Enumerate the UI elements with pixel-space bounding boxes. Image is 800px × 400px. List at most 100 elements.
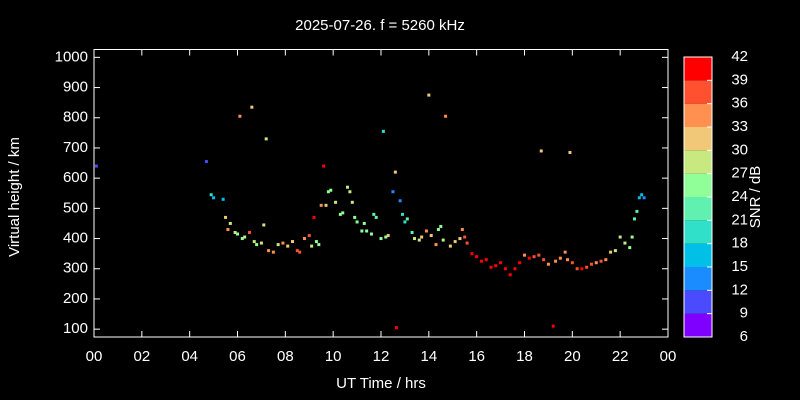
point [224, 215, 228, 219]
point [527, 256, 531, 260]
x-tick-label: 12 [373, 348, 390, 365]
colorbar-tick-label: 12 [731, 281, 748, 298]
point [204, 160, 208, 164]
point [523, 253, 526, 257]
point [372, 212, 376, 216]
point [532, 255, 536, 259]
point [267, 249, 271, 253]
point [589, 262, 593, 266]
x-tick-label: 18 [516, 348, 533, 365]
point [558, 256, 562, 260]
y-tick-label: 900 [63, 79, 88, 96]
point [226, 227, 230, 231]
point [324, 203, 328, 207]
point [94, 164, 98, 168]
point [566, 258, 570, 262]
point [348, 190, 352, 194]
point [221, 197, 225, 201]
colorbar-band [684, 313, 712, 337]
point [427, 93, 431, 97]
colorbar-band [684, 173, 712, 197]
point [255, 243, 259, 247]
point [247, 231, 251, 235]
colorbar-band [684, 220, 712, 244]
point [484, 258, 488, 262]
y-axis-label: Virtual height / km [6, 137, 23, 257]
y-tick-label: 200 [63, 290, 88, 307]
point [628, 246, 632, 250]
point [434, 243, 438, 247]
point [228, 221, 232, 225]
point [374, 215, 378, 219]
point [635, 209, 639, 213]
x-tick-label: 08 [277, 348, 294, 365]
colorbar-tick-label: 42 [731, 48, 748, 65]
chart-title: 2025-07-26. f = 5260 kHz [295, 17, 465, 34]
point [233, 231, 237, 235]
point [429, 234, 433, 238]
colorbar-band [684, 243, 712, 267]
point [291, 240, 295, 244]
point [259, 241, 263, 245]
colorbar-band [684, 290, 712, 314]
point [537, 253, 541, 257]
colorbar-tick-label: 24 [731, 188, 748, 205]
point [417, 238, 421, 242]
point [386, 234, 390, 238]
y-tick-label: 400 [63, 230, 88, 247]
point [264, 137, 268, 141]
point [642, 196, 646, 200]
point [276, 243, 280, 247]
point [575, 267, 579, 271]
point [360, 229, 364, 233]
point [240, 237, 244, 241]
point [350, 200, 354, 204]
point [353, 215, 357, 219]
point [314, 240, 318, 244]
point [460, 227, 464, 231]
y-tick-label: 1000 [55, 48, 88, 65]
point [539, 149, 543, 153]
x-tick-label: 16 [468, 348, 485, 365]
colorbar-tick-label: 15 [731, 258, 748, 275]
colorbar-tick-label: 27 [731, 165, 748, 182]
point [470, 252, 474, 256]
point [420, 235, 424, 239]
point [424, 229, 428, 233]
point [381, 129, 385, 133]
x-tick-label: 20 [564, 348, 581, 365]
colorbar-tick-label: 39 [731, 71, 748, 88]
point [369, 232, 373, 236]
x-axis-label: UT Time / hrs [336, 375, 426, 392]
point [637, 196, 641, 200]
point [236, 232, 239, 236]
y-tick-label: 100 [63, 320, 88, 337]
point [508, 273, 512, 277]
point [355, 220, 359, 224]
point [640, 193, 644, 197]
colorbar-tick-label: 21 [731, 211, 748, 228]
point [362, 221, 366, 225]
point [568, 150, 572, 154]
point [334, 200, 338, 204]
y-tick-label: 500 [63, 199, 88, 216]
point [329, 188, 333, 192]
x-tick-label: 14 [420, 348, 437, 365]
point [630, 235, 634, 239]
point [281, 241, 285, 245]
point [391, 190, 395, 194]
point [319, 203, 323, 207]
point [542, 258, 546, 262]
point [465, 241, 469, 245]
point [489, 265, 493, 269]
point [209, 193, 213, 197]
colorbar-tick-label: 36 [731, 95, 748, 112]
point [286, 244, 290, 248]
point [393, 170, 397, 174]
point [243, 235, 247, 239]
colorbar-band [684, 127, 712, 151]
point [302, 237, 306, 241]
colorbar-tick-label: 33 [731, 118, 748, 135]
colorbar-band [684, 57, 712, 81]
